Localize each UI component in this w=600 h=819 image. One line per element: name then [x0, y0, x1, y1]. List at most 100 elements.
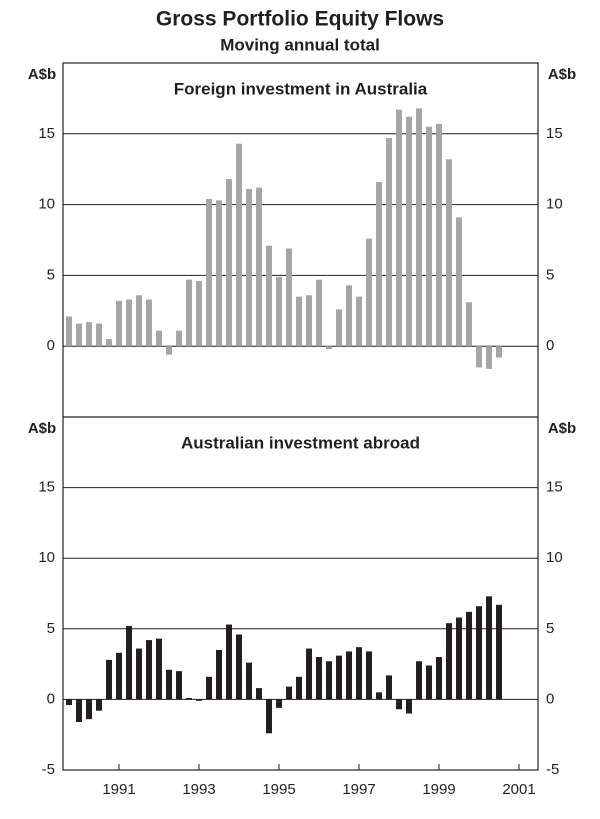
- bar: [76, 699, 82, 722]
- bar: [426, 665, 432, 700]
- y2-tick-label: 15: [546, 479, 563, 496]
- x-tick-label: 1995: [262, 781, 295, 798]
- y-axis-label: A$b: [28, 66, 56, 83]
- bar: [486, 596, 492, 700]
- bar: [496, 604, 502, 700]
- bar: [266, 699, 272, 734]
- bar: [146, 640, 152, 700]
- bar: [346, 285, 352, 347]
- panel-title: Foreign investment in Australia: [174, 79, 428, 98]
- bar: [336, 655, 342, 700]
- bar: [356, 296, 362, 347]
- x-tick-label: 2001: [502, 781, 535, 798]
- bar: [386, 138, 392, 347]
- y2-tick-label: 5: [546, 620, 554, 637]
- y2-axis-label: A$b: [548, 66, 576, 83]
- bar: [456, 617, 462, 700]
- bar: [246, 189, 252, 347]
- y-tick-label: 5: [47, 266, 55, 283]
- bar: [76, 323, 82, 347]
- bar: [126, 625, 132, 700]
- bar: [116, 652, 122, 700]
- bar: [156, 638, 162, 700]
- bar: [356, 647, 362, 700]
- bar: [406, 116, 412, 347]
- bar: [196, 699, 202, 701]
- bar: [266, 245, 272, 347]
- bar: [376, 692, 382, 700]
- y-tick-label: 0: [47, 337, 55, 354]
- bar: [396, 699, 402, 710]
- bar: [126, 299, 132, 347]
- y2-tick-label: 0: [546, 337, 554, 354]
- bar: [276, 699, 282, 708]
- bar: [406, 699, 412, 714]
- bar: [446, 623, 452, 700]
- bar: [236, 143, 242, 347]
- bar: [456, 217, 462, 347]
- bar: [226, 624, 232, 700]
- y-tick-label: 15: [38, 125, 55, 142]
- bar: [196, 281, 202, 347]
- bar: [476, 606, 482, 700]
- bar: [416, 661, 422, 700]
- bar: [226, 179, 232, 347]
- y2-tick-label: 10: [546, 196, 563, 213]
- bar: [256, 688, 262, 700]
- x-tick-label: 1993: [182, 781, 215, 798]
- bar: [296, 296, 302, 347]
- bar: [286, 248, 292, 347]
- y-tick-label: 15: [38, 479, 55, 496]
- bar: [166, 346, 172, 355]
- bar: [436, 657, 442, 700]
- bar: [146, 299, 152, 347]
- bar: [316, 657, 322, 700]
- chart-subtitle: Moving annual total: [220, 35, 380, 54]
- x-tick-label: 1999: [422, 781, 455, 798]
- bar: [136, 295, 142, 347]
- bar: [186, 279, 192, 347]
- y2-tick-label: 10: [546, 549, 563, 566]
- bar: [176, 671, 182, 700]
- bar: [96, 323, 102, 347]
- bar: [476, 346, 482, 368]
- bar: [496, 346, 502, 358]
- y-tick-label: 10: [38, 196, 55, 213]
- y2-tick-label: -5: [546, 761, 559, 778]
- bar: [346, 651, 352, 700]
- bar: [326, 346, 332, 350]
- bar: [326, 661, 332, 700]
- panel-title: Australian investment abroad: [181, 433, 420, 452]
- bar: [136, 648, 142, 700]
- bar: [366, 651, 372, 700]
- y2-axis-label: A$b: [548, 420, 576, 437]
- bar: [286, 686, 292, 700]
- bar: [396, 109, 402, 347]
- y2-tick-label: 5: [546, 266, 554, 283]
- bar: [336, 309, 342, 347]
- bar: [66, 316, 72, 347]
- bar: [176, 330, 182, 347]
- y-axis-label: A$b: [28, 420, 56, 437]
- bar: [166, 669, 172, 700]
- bar: [66, 699, 72, 706]
- y-tick-label: 5: [47, 620, 55, 637]
- bar: [306, 295, 312, 347]
- bar: [446, 159, 452, 347]
- x-tick-label: 1991: [102, 781, 135, 798]
- y2-tick-label: 15: [546, 125, 563, 142]
- x-tick-label: 1997: [342, 781, 375, 798]
- bar: [236, 634, 242, 700]
- bar: [206, 198, 212, 347]
- bar: [216, 649, 222, 700]
- bar: [106, 339, 112, 347]
- y-tick-label: 0: [47, 690, 55, 707]
- bar: [426, 126, 432, 347]
- bar: [416, 108, 422, 347]
- y-tick-label: 10: [38, 549, 55, 566]
- bar: [106, 659, 112, 700]
- bar: [436, 123, 442, 347]
- bar: [486, 346, 492, 369]
- y-tick-label: -5: [42, 761, 55, 778]
